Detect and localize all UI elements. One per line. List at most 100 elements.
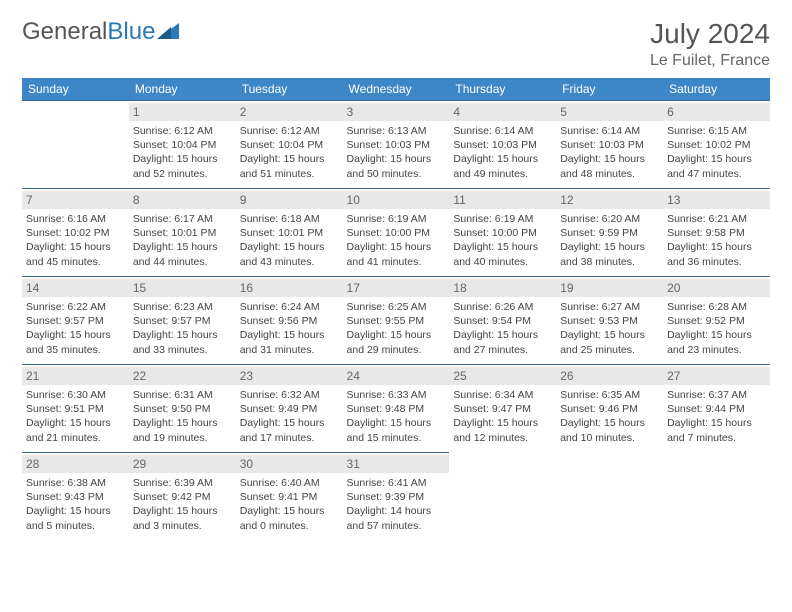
day-sunrise: Sunrise: 6:34 AM	[453, 388, 552, 402]
day-day1: Daylight: 15 hours	[133, 240, 232, 254]
calendar-cell: 13Sunrise: 6:21 AMSunset: 9:58 PMDayligh…	[663, 188, 770, 276]
day-cell: 30Sunrise: 6:40 AMSunset: 9:41 PMDayligh…	[236, 452, 343, 540]
calendar-row: 21Sunrise: 6:30 AMSunset: 9:51 PMDayligh…	[22, 364, 770, 452]
day-number: 7	[22, 191, 129, 209]
day-cell: 8Sunrise: 6:17 AMSunset: 10:01 PMDayligh…	[129, 188, 236, 276]
day-sunset: Sunset: 9:57 PM	[26, 314, 125, 328]
day-day2: and 57 minutes.	[347, 519, 446, 533]
day-sunset: Sunset: 9:53 PM	[560, 314, 659, 328]
day-sunrise: Sunrise: 6:21 AM	[667, 212, 766, 226]
day-number: 26	[556, 367, 663, 385]
day-sunrise: Sunrise: 6:26 AM	[453, 300, 552, 314]
day-cell: 14Sunrise: 6:22 AMSunset: 9:57 PMDayligh…	[22, 276, 129, 364]
day-cell: 9Sunrise: 6:18 AMSunset: 10:01 PMDayligh…	[236, 188, 343, 276]
day-day1: Daylight: 15 hours	[347, 152, 446, 166]
calendar-cell	[22, 100, 129, 188]
day-cell: 3Sunrise: 6:13 AMSunset: 10:03 PMDayligh…	[343, 100, 450, 188]
day-day1: Daylight: 15 hours	[240, 240, 339, 254]
calendar-cell: 1Sunrise: 6:12 AMSunset: 10:04 PMDayligh…	[129, 100, 236, 188]
calendar-cell: 26Sunrise: 6:35 AMSunset: 9:46 PMDayligh…	[556, 364, 663, 452]
day-number: 3	[343, 103, 450, 121]
calendar-cell: 4Sunrise: 6:14 AMSunset: 10:03 PMDayligh…	[449, 100, 556, 188]
day-day2: and 29 minutes.	[347, 343, 446, 357]
day-sunset: Sunset: 10:00 PM	[453, 226, 552, 240]
calendar-row: 1Sunrise: 6:12 AMSunset: 10:04 PMDayligh…	[22, 100, 770, 188]
calendar-body: 1Sunrise: 6:12 AMSunset: 10:04 PMDayligh…	[22, 100, 770, 540]
day-cell: 6Sunrise: 6:15 AMSunset: 10:02 PMDayligh…	[663, 100, 770, 188]
day-number: 15	[129, 279, 236, 297]
day-number: 28	[22, 455, 129, 473]
day-day2: and 33 minutes.	[133, 343, 232, 357]
calendar-cell: 3Sunrise: 6:13 AMSunset: 10:03 PMDayligh…	[343, 100, 450, 188]
day-number: 6	[663, 103, 770, 121]
day-sunset: Sunset: 9:51 PM	[26, 402, 125, 416]
day-day2: and 10 minutes.	[560, 431, 659, 445]
day-sunset: Sunset: 9:58 PM	[667, 226, 766, 240]
calendar-cell: 29Sunrise: 6:39 AMSunset: 9:42 PMDayligh…	[129, 452, 236, 540]
day-sunset: Sunset: 9:46 PM	[560, 402, 659, 416]
day-sunrise: Sunrise: 6:28 AM	[667, 300, 766, 314]
day-number: 8	[129, 191, 236, 209]
day-day1: Daylight: 15 hours	[667, 416, 766, 430]
weekday-header: Friday	[556, 78, 663, 100]
day-day1: Daylight: 15 hours	[240, 416, 339, 430]
day-number: 9	[236, 191, 343, 209]
day-day1: Daylight: 15 hours	[26, 328, 125, 342]
day-cell: 29Sunrise: 6:39 AMSunset: 9:42 PMDayligh…	[129, 452, 236, 540]
day-number: 22	[129, 367, 236, 385]
day-sunset: Sunset: 9:56 PM	[240, 314, 339, 328]
day-cell: 11Sunrise: 6:19 AMSunset: 10:00 PMDaylig…	[449, 188, 556, 276]
day-number: 21	[22, 367, 129, 385]
day-sunrise: Sunrise: 6:14 AM	[560, 124, 659, 138]
calendar-cell: 8Sunrise: 6:17 AMSunset: 10:01 PMDayligh…	[129, 188, 236, 276]
location: Le Fuilet, France	[650, 52, 770, 70]
calendar-cell: 5Sunrise: 6:14 AMSunset: 10:03 PMDayligh…	[556, 100, 663, 188]
day-sunrise: Sunrise: 6:33 AM	[347, 388, 446, 402]
day-sunrise: Sunrise: 6:31 AM	[133, 388, 232, 402]
day-sunrise: Sunrise: 6:40 AM	[240, 476, 339, 490]
day-sunset: Sunset: 9:48 PM	[347, 402, 446, 416]
day-sunrise: Sunrise: 6:15 AM	[667, 124, 766, 138]
calendar-cell: 25Sunrise: 6:34 AMSunset: 9:47 PMDayligh…	[449, 364, 556, 452]
day-number: 25	[449, 367, 556, 385]
calendar-cell: 11Sunrise: 6:19 AMSunset: 10:00 PMDaylig…	[449, 188, 556, 276]
day-cell: 4Sunrise: 6:14 AMSunset: 10:03 PMDayligh…	[449, 100, 556, 188]
calendar-cell: 30Sunrise: 6:40 AMSunset: 9:41 PMDayligh…	[236, 452, 343, 540]
day-day2: and 21 minutes.	[26, 431, 125, 445]
day-cell: 16Sunrise: 6:24 AMSunset: 9:56 PMDayligh…	[236, 276, 343, 364]
day-sunset: Sunset: 10:04 PM	[240, 138, 339, 152]
day-day1: Daylight: 15 hours	[667, 152, 766, 166]
day-sunrise: Sunrise: 6:20 AM	[560, 212, 659, 226]
day-cell: 5Sunrise: 6:14 AMSunset: 10:03 PMDayligh…	[556, 100, 663, 188]
day-sunset: Sunset: 10:03 PM	[560, 138, 659, 152]
day-cell: 26Sunrise: 6:35 AMSunset: 9:46 PMDayligh…	[556, 364, 663, 452]
day-day1: Daylight: 15 hours	[560, 152, 659, 166]
day-cell: 23Sunrise: 6:32 AMSunset: 9:49 PMDayligh…	[236, 364, 343, 452]
day-cell: 28Sunrise: 6:38 AMSunset: 9:43 PMDayligh…	[22, 452, 129, 540]
day-day1: Daylight: 15 hours	[240, 328, 339, 342]
calendar-cell: 18Sunrise: 6:26 AMSunset: 9:54 PMDayligh…	[449, 276, 556, 364]
day-cell: 22Sunrise: 6:31 AMSunset: 9:50 PMDayligh…	[129, 364, 236, 452]
calendar-row: 28Sunrise: 6:38 AMSunset: 9:43 PMDayligh…	[22, 452, 770, 540]
day-sunrise: Sunrise: 6:17 AM	[133, 212, 232, 226]
day-cell: 17Sunrise: 6:25 AMSunset: 9:55 PMDayligh…	[343, 276, 450, 364]
day-sunrise: Sunrise: 6:14 AM	[453, 124, 552, 138]
day-day2: and 27 minutes.	[453, 343, 552, 357]
day-cell: 19Sunrise: 6:27 AMSunset: 9:53 PMDayligh…	[556, 276, 663, 364]
day-number: 4	[449, 103, 556, 121]
day-sunset: Sunset: 9:43 PM	[26, 490, 125, 504]
day-day2: and 7 minutes.	[667, 431, 766, 445]
day-number: 1	[129, 103, 236, 121]
day-sunset: Sunset: 9:47 PM	[453, 402, 552, 416]
calendar-cell: 16Sunrise: 6:24 AMSunset: 9:56 PMDayligh…	[236, 276, 343, 364]
day-day2: and 48 minutes.	[560, 167, 659, 181]
calendar-cell: 21Sunrise: 6:30 AMSunset: 9:51 PMDayligh…	[22, 364, 129, 452]
calendar-cell: 19Sunrise: 6:27 AMSunset: 9:53 PMDayligh…	[556, 276, 663, 364]
day-day1: Daylight: 15 hours	[347, 240, 446, 254]
day-day1: Daylight: 15 hours	[560, 328, 659, 342]
day-sunset: Sunset: 9:54 PM	[453, 314, 552, 328]
day-day1: Daylight: 15 hours	[26, 504, 125, 518]
calendar-cell: 20Sunrise: 6:28 AMSunset: 9:52 PMDayligh…	[663, 276, 770, 364]
day-day2: and 51 minutes.	[240, 167, 339, 181]
logo-triangle-icon	[157, 18, 179, 46]
